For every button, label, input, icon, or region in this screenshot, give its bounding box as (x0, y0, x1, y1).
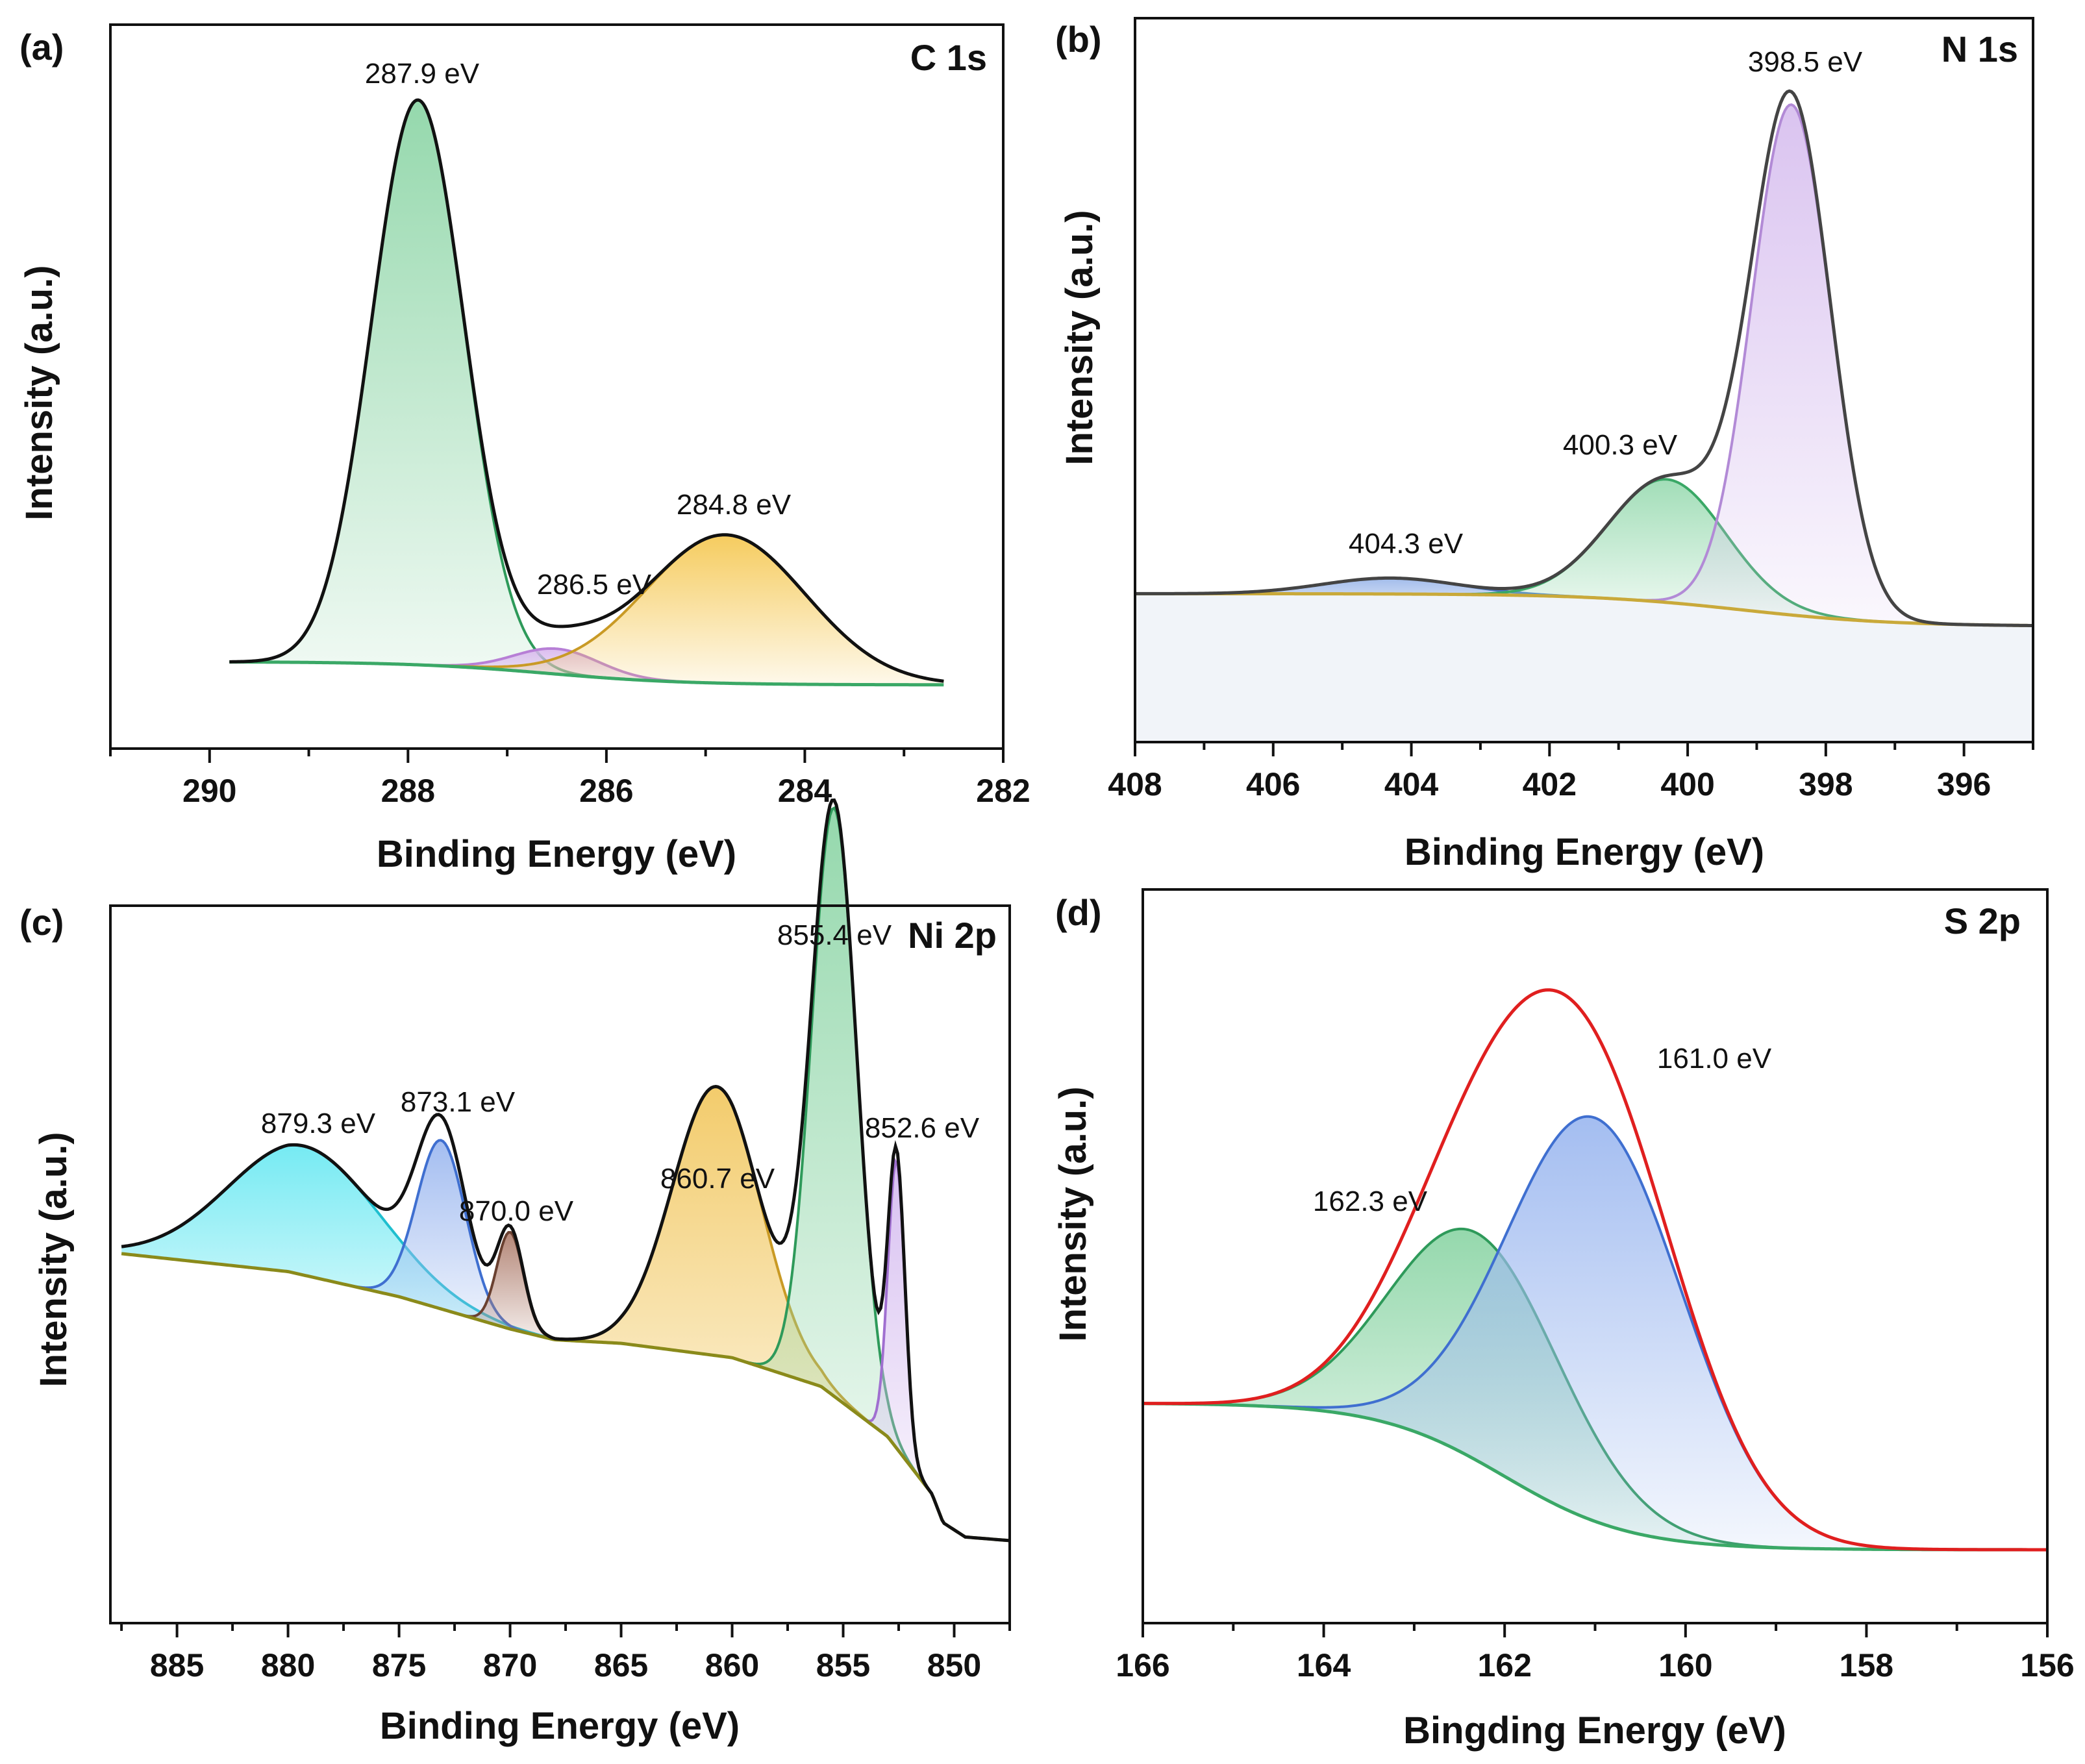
panel-d-peak-fill-1 (1143, 1116, 2047, 1550)
panel-a-x-tick-label: 290 (182, 773, 236, 809)
panel-c-peak-label-870-0: 870.0 eV (459, 1195, 574, 1227)
panel-b-x-tick-label: 404 (1384, 766, 1439, 802)
panel-b-background-fill (1135, 593, 2033, 742)
panel-a-peak-fill-2 (236, 534, 944, 685)
panel-d-spectrum-label: S 2p (1944, 901, 2021, 941)
panel-c-axes (109, 904, 1011, 1624)
panel-b: 408 406 404 402 400 398 396 (b) N 1s Binding E… (1055, 17, 2034, 873)
panel-b-background-line (1134, 591, 2034, 628)
panel-b-x-ticks: 408 406 404 402 400 398 396 (1108, 742, 2034, 802)
panel-b-plot (1134, 89, 2034, 742)
panel-c-x-tick-label: 885 (150, 1647, 204, 1683)
panel-d-x-tick-label: 164 (1297, 1647, 1351, 1683)
panel-b-x-tick-label: 400 (1660, 766, 1714, 802)
panel-d-y-axis-title: Intensity (a.u.) (1052, 1086, 1094, 1341)
panel-d-x-tick-label: 158 (1840, 1647, 1893, 1683)
panel-b-x-tick-label: 398 (1799, 766, 1853, 802)
panel-c-peak-fill-4 (696, 808, 972, 1538)
panel-a-peak-label-284-8: 284.8 eV (677, 489, 792, 521)
panel-d-peak-label-161-0: 161.0 eV (1657, 1043, 1772, 1075)
panel-a-x-tick-label: 282 (976, 773, 1030, 809)
panel-c: 885 880 875 870 865 860 855 850 (c) Ni 2p Bindi… (19, 798, 1011, 1747)
panel-d-plot (1142, 988, 2048, 1552)
panel-a-x-ticks: 290 288 286 284 282 (109, 749, 1030, 809)
panel-b-x-tick-label: 406 (1246, 766, 1300, 802)
panel-b-peak-fill-2 (1549, 105, 2033, 626)
panel-c-x-tick-label: 855 (816, 1647, 870, 1683)
panel-a-envelope-line (229, 98, 944, 683)
panel-a-label: (a) (19, 27, 64, 68)
panel-c-x-ticks: 885 880 875 870 865 860 855 850 (120, 1623, 1011, 1683)
panel-c-peak-label-879-3: 879.3 eV (261, 1108, 376, 1139)
panel-d-label: (d) (1055, 892, 1102, 933)
panel-d-x-tick-label: 162 (1477, 1647, 1531, 1683)
panel-b-x-tick-label: 396 (1937, 766, 1991, 802)
panel-a-peak-fill-0 (229, 100, 701, 683)
panel-d-x-tick-label: 166 (1116, 1647, 1169, 1683)
panel-c-peak-label-852-6: 852.6 eV (865, 1112, 980, 1144)
panel-d-x-ticks: 166 164 162 160 158 156 (1116, 1623, 2075, 1683)
panel-c-x-tick-label: 875 (372, 1647, 426, 1683)
panel-c-peak-label-855-4: 855.4 eV (777, 919, 892, 951)
panel-d-x-axis-title: Bingding Energy (eV) (1403, 1709, 1786, 1752)
panel-c-envelope-line (121, 798, 1010, 1543)
panel-b-x-tick-label: 402 (1523, 766, 1577, 802)
panel-a-x-tick-label: 286 (579, 773, 633, 809)
panel-b-label: (b) (1055, 19, 1102, 60)
panel-d-x-tick-label: 160 (1658, 1647, 1712, 1683)
panel-c-peak-fill-1 (292, 1140, 592, 1342)
panel-c-x-tick-label: 880 (261, 1647, 315, 1683)
panel-c-peak-fill-3 (447, 1086, 987, 1539)
panel-a-spectrum-label: C 1s (910, 37, 987, 78)
panel-b-peak-label-404-3: 404.3 eV (1349, 528, 1464, 560)
panel-d: 166 164 162 160 158 156 (d) S 2p Bingding Ene… (1052, 888, 2075, 1752)
panel-a-x-axis-title: Binding Energy (eV) (377, 833, 736, 875)
panel-b-x-axis-title: Binding Energy (eV) (1405, 831, 1764, 873)
panel-c-x-tick-label: 850 (927, 1647, 981, 1683)
panel-a-y-axis-title: Intensity (a.u.) (18, 265, 60, 520)
panel-c-x-tick-label: 865 (594, 1647, 648, 1683)
panel-b-spectrum-label: N 1s (1941, 29, 2018, 69)
panel-c-x-tick-label: 860 (705, 1647, 759, 1683)
panel-b-peak-label-400-3: 400.3 eV (1563, 429, 1678, 461)
panel-a-background-line (229, 660, 944, 687)
panel-a-plot (229, 98, 944, 687)
panel-d-envelope-line (1142, 988, 2048, 1552)
panel-b-axes (1134, 17, 2034, 743)
panel-c-label: (c) (19, 902, 64, 943)
panel-b-peak-fill-1 (1308, 479, 2025, 626)
panel-c-plot (121, 798, 1010, 1543)
panel-d-x-tick-label: 156 (2020, 1647, 2074, 1683)
panel-c-x-axis-title: Binding Energy (eV) (380, 1705, 740, 1747)
panel-a-axes (109, 23, 1005, 750)
panel-b-peak-label-398-5: 398.5 eV (1748, 46, 1863, 78)
panel-a-x-tick-label: 288 (381, 773, 435, 809)
panel-a-peak-label-287-9: 287.9 eV (365, 58, 480, 90)
panel-c-x-tick-label: 870 (483, 1647, 537, 1683)
panel-c-peak-fill-5 (844, 1162, 949, 1526)
panel-c-spectrum-label: Ni 2p (908, 915, 997, 956)
panel-c-peak-fill-0 (121, 1145, 765, 1369)
panel-d-peak-label-162-3: 162.3 eV (1313, 1186, 1428, 1217)
panel-b-envelope-line (1134, 89, 2034, 628)
panel-c-peak-label-860-7: 860.7 eV (660, 1163, 775, 1195)
panel-a-x-tick-label: 284 (778, 773, 832, 809)
panel-b-x-tick-label: 408 (1108, 766, 1162, 802)
panel-c-peak-fill-2 (430, 1232, 589, 1342)
panel-a: 290 288 286 284 282 (a) C 1s Binding Energy … (18, 23, 1030, 875)
panel-c-y-axis-title: Intensity (a.u.) (32, 1132, 75, 1387)
panel-c-peak-label-873-1: 873.1 eV (401, 1086, 516, 1118)
panel-b-y-axis-title: Intensity (a.u.) (1058, 210, 1101, 465)
panel-a-peak-label-286-5: 286.5 eV (537, 569, 652, 601)
